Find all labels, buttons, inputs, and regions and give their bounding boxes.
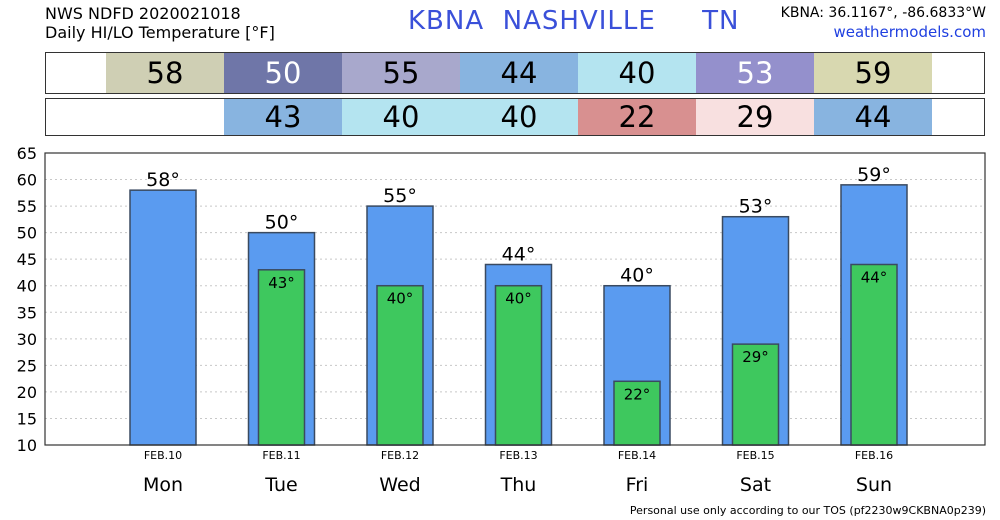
low-data-label: 29° bbox=[742, 348, 769, 366]
low-bar bbox=[494, 284, 543, 446]
day-tick-label: Tue bbox=[264, 474, 297, 496]
y-tick-label: 45 bbox=[17, 250, 37, 269]
low-bar bbox=[731, 343, 780, 446]
low-temp-cell: 43 bbox=[224, 99, 342, 135]
date-tick-label: FEB.11 bbox=[262, 449, 300, 462]
model-run-label: NWS NDFD 2020021018 bbox=[45, 4, 241, 23]
day-tick-label: Fri bbox=[626, 474, 649, 496]
high-temp-cell: 44 bbox=[460, 53, 578, 93]
high-data-label: 50° bbox=[265, 212, 299, 234]
y-tick-label: 15 bbox=[17, 409, 37, 428]
product-label: Daily HI/LO Temperature [°F] bbox=[45, 23, 275, 42]
station-title: KBNA NASHVILLE TN bbox=[408, 6, 740, 36]
y-tick-label: 40 bbox=[17, 277, 37, 296]
low-temp-cell: 22 bbox=[578, 99, 696, 135]
low-bar bbox=[613, 380, 661, 446]
site-link[interactable]: weathermodels.com bbox=[833, 23, 986, 41]
y-tick-label: 20 bbox=[17, 383, 37, 402]
high-temp-cell: 55 bbox=[342, 53, 460, 93]
y-tick-label: 10 bbox=[17, 436, 37, 455]
low-data-label: 40° bbox=[387, 290, 414, 308]
high-data-label: 40° bbox=[620, 265, 654, 287]
date-tick-label: FEB.12 bbox=[381, 449, 419, 462]
high-temp-cell: 40 bbox=[578, 53, 696, 93]
low-data-label: 43° bbox=[268, 274, 295, 292]
low-temp-cell: 40 bbox=[460, 99, 578, 135]
day-tick-label: Sun bbox=[856, 474, 892, 496]
low-data-label: 40° bbox=[505, 290, 532, 308]
date-tick-label: FEB.15 bbox=[736, 449, 774, 462]
high-temp-cell: 59 bbox=[814, 53, 932, 93]
high-temp-cell: 50 bbox=[224, 53, 342, 93]
station-coords: KBNA: 36.1167°, -86.6833°W bbox=[780, 5, 986, 21]
date-tick-label: FEB.13 bbox=[499, 449, 537, 462]
y-tick-label: 55 bbox=[17, 197, 37, 216]
plot-frame bbox=[44, 152, 986, 446]
low-data-label: 44° bbox=[861, 268, 888, 286]
day-tick-label: Wed bbox=[379, 474, 420, 496]
low-bar bbox=[850, 263, 898, 446]
day-tick-label: Thu bbox=[500, 474, 537, 496]
header-right: KBNA: 36.1167°, -86.6833°W weathermodels… bbox=[781, 4, 986, 42]
footer-note: Personal use only according to our TOS (… bbox=[629, 504, 986, 517]
high-data-label: 59° bbox=[857, 164, 891, 186]
high-data-label: 55° bbox=[383, 185, 417, 207]
high-bar bbox=[129, 189, 197, 446]
high-temp-cell: 53 bbox=[696, 53, 814, 93]
y-tick-label: 50 bbox=[17, 224, 37, 243]
low-temp-cell: 44 bbox=[814, 99, 932, 135]
date-tick-label: FEB.10 bbox=[144, 449, 182, 462]
y-tick-label: 25 bbox=[17, 356, 37, 375]
day-tick-label: Mon bbox=[143, 474, 183, 496]
low-bar bbox=[376, 284, 424, 446]
y-tick-label: 35 bbox=[17, 303, 37, 322]
y-tick-label: 60 bbox=[17, 171, 37, 190]
highs-row: 58 50 55 44 40 53 59 bbox=[45, 52, 985, 94]
lows-row: 43 40 40 22 29 44 bbox=[45, 98, 985, 136]
date-tick-label: FEB.16 bbox=[855, 449, 893, 462]
temperature-chart: 10 15 20 25 30 35 40 45 50 55 60 65 58° FEB.10 Mon 50° 4… bbox=[17, 144, 986, 496]
high-temp-cell: 58 bbox=[106, 53, 224, 93]
y-tick-label: 30 bbox=[17, 330, 37, 349]
low-data-label: 22° bbox=[624, 385, 651, 403]
low-temp-cell: 40 bbox=[342, 99, 460, 135]
low-temp-cell: 29 bbox=[696, 99, 814, 135]
high-data-label: 58° bbox=[146, 169, 180, 191]
day-tick-label: Sat bbox=[740, 474, 771, 496]
low-temp-cell bbox=[106, 99, 224, 135]
header-left: NWS NDFD 2020021018 Daily HI/LO Temperat… bbox=[45, 4, 275, 42]
y-tick-label: 65 bbox=[17, 144, 37, 163]
low-bar bbox=[257, 269, 306, 446]
date-tick-label: FEB.14 bbox=[618, 449, 656, 462]
high-data-label: 53° bbox=[739, 196, 773, 218]
high-data-label: 44° bbox=[502, 243, 536, 265]
